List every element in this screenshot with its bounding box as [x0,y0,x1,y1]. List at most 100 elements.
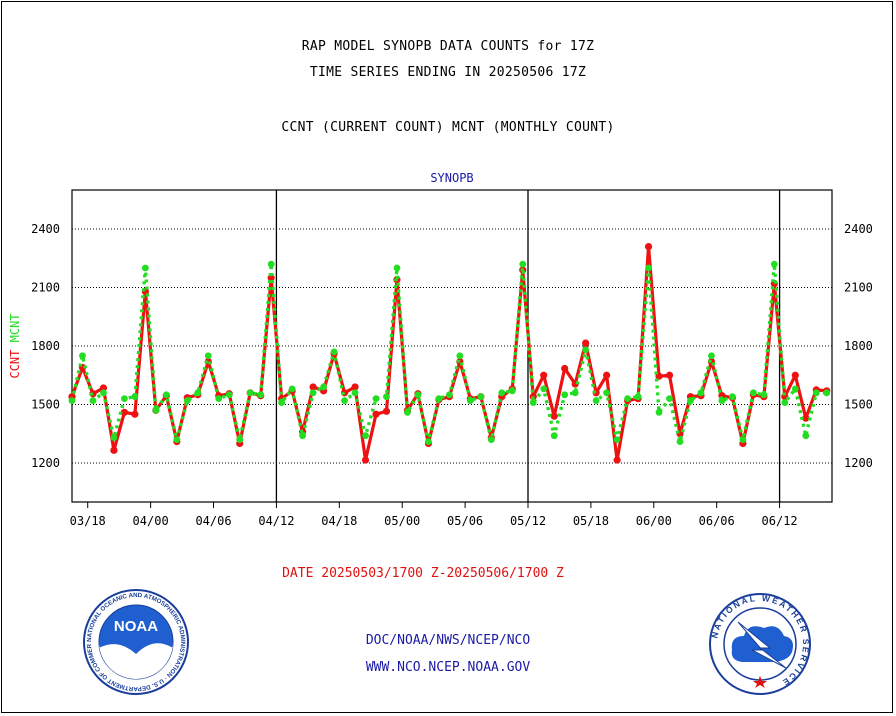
data-point-mcnt [624,395,631,403]
data-point-mcnt [739,436,747,443]
data-point-ccnt [540,371,548,379]
data-point-ccnt [561,364,569,373]
data-point-mcnt [204,352,212,360]
data-point-mcnt [508,387,516,395]
data-point-mcnt [634,393,642,401]
data-point-ccnt [382,407,391,415]
noaa-logo-text: NOAA [114,618,158,635]
chart-title-line3: CCNT (CURRENT COUNT) MCNT (MONTHLY COUNT… [281,120,615,135]
data-point-mcnt [351,389,359,397]
footer-url-link[interactable]: WWW.NCO.NCEP.NOAA.GOV [365,660,531,675]
data-point-mcnt [645,264,652,272]
data-point-mcnt [466,397,474,404]
data-point-mcnt [603,389,611,397]
data-point-ccnt [309,383,317,391]
x-tick-label: 05/18 [573,514,609,528]
data-point-mcnt [697,389,705,397]
plot-title: SYNOPB [430,171,473,185]
data-point-ccnt [110,446,118,454]
x-tick-label: 06/12 [762,514,798,528]
data-point-mcnt [183,397,191,404]
data-point-mcnt [550,432,558,440]
y-tick-label-left: 1800 [31,339,60,353]
x-tick-label: 04/00 [133,514,169,528]
data-point-mcnt [68,397,76,404]
y-tick-label-right: 1800 [844,339,873,353]
data-point-ccnt [582,339,590,347]
x-tick-label: 04/12 [258,514,294,528]
data-point-mcnt [362,432,369,440]
data-point-ccnt [613,456,621,464]
data-point-mcnt [257,391,265,399]
data-point-mcnt [760,391,768,399]
data-point-mcnt [341,397,348,404]
noaa-logo-icon: NOAA NATIONAL OCEANIC AND ATMOSPHERIC AD… [82,588,189,695]
nws-logo-icon: NATIONAL WEATHER SERVICE [709,593,811,695]
data-point-mcnt [477,393,485,401]
data-point-ccnt [99,384,108,392]
data-point-mcnt [162,391,170,399]
data-point-mcnt [519,260,527,268]
data-point-mcnt [131,393,139,401]
footer-org-link[interactable]: DOC/NOAA/NWS/NCEP/NCO [365,633,531,648]
data-point-mcnt [215,395,223,403]
data-point-mcnt [393,264,401,272]
data-point-ccnt [644,242,653,251]
data-point-mcnt [718,397,726,404]
data-point-mcnt [288,385,296,393]
data-point-mcnt [425,438,432,445]
chart-title-line1: RAP MODEL SYNOPB DATA COUNTS for 17Z [301,39,595,54]
series-line-mcnt [70,262,827,444]
data-point-mcnt [676,438,684,445]
y-tick-label-right: 1200 [844,456,873,470]
x-tick-label: 05/06 [447,514,483,528]
data-point-mcnt [278,399,286,406]
data-point-mcnt [121,395,128,403]
data-point-ccnt [802,414,810,422]
data-point-mcnt [571,389,579,397]
data-point-mcnt [330,348,338,356]
data-point-mcnt [141,264,149,272]
data-point-mcnt [613,436,621,443]
data-point-ccnt [361,456,370,464]
data-point-mcnt [445,391,453,399]
data-point-mcnt [414,391,422,399]
data-point-mcnt [456,352,464,360]
data-point-mcnt [372,395,380,403]
y-tick-label-left: 1200 [31,456,60,470]
chart-title-line2: TIME SERIES ENDING IN 20250506 17Z [309,65,587,80]
data-point-mcnt [498,389,506,397]
y-tick-label-left: 2400 [31,222,60,236]
y-tick-label-right: 1500 [844,398,873,412]
x-tick-label: 05/00 [384,514,420,528]
y-tick-label-left: 2100 [31,281,60,295]
data-point-mcnt [100,389,107,397]
data-point-ccnt [655,372,663,380]
data-point-mcnt [89,397,97,404]
x-tick-label: 04/18 [321,514,357,528]
data-point-mcnt [194,389,202,397]
x-tick-label: 04/06 [195,514,231,528]
x-tick-label: 03/18 [70,514,106,528]
data-point-mcnt [687,397,694,404]
data-point-mcnt [666,395,673,403]
data-point-ccnt [120,408,129,416]
data-point-mcnt [812,389,820,397]
x-tick-label: 06/06 [699,514,735,528]
data-point-mcnt [540,385,548,393]
y-tick-label-left: 1500 [31,398,60,412]
data-point-mcnt [236,436,244,443]
plot-frame [71,189,833,503]
data-point-mcnt [267,260,275,268]
data-point-mcnt [173,436,181,443]
data-point-mcnt [110,434,118,442]
y-tick-label-right: 2400 [844,222,873,236]
data-point-mcnt [225,391,233,399]
time-series-chart: SYNOPB 1200 1200 1500 1500 1800 1800 2100 2100 24… [8,171,873,528]
data-point-mcnt [802,432,810,440]
data-point-mcnt [404,408,411,416]
data-point-mcnt [487,436,495,443]
data-point-mcnt [823,389,831,397]
y-tick-label-right: 2100 [844,281,873,295]
